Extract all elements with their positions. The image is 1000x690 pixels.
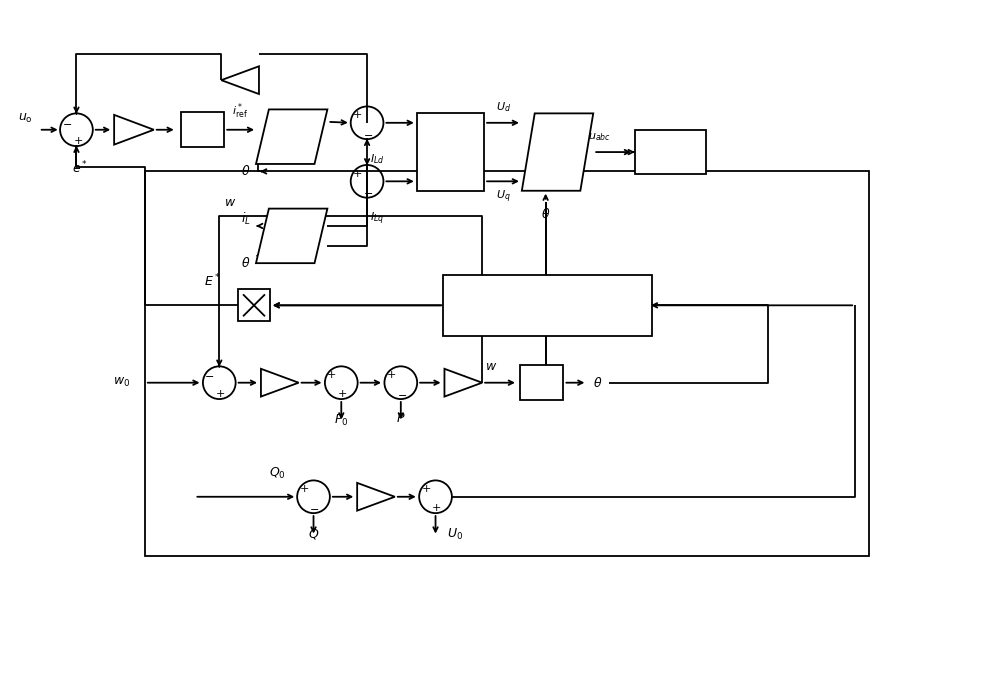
Text: $U_0$: $U_0$	[447, 526, 464, 542]
Text: $+$: $+$	[299, 483, 309, 494]
Text: $I_{Lq}$: $I_{Lq}$	[370, 211, 384, 228]
Text: $-$: $-$	[204, 370, 214, 380]
Text: $\theta$: $\theta$	[541, 206, 550, 221]
Text: $-$: $-$	[363, 187, 373, 197]
Text: $i_L$: $i_L$	[241, 211, 251, 227]
Text: $\sin(\theta-2/3\pi)$: $\sin(\theta-2/3\pi)$	[510, 297, 585, 312]
Text: $-$: $-$	[309, 503, 320, 513]
Polygon shape	[256, 110, 327, 164]
Polygon shape	[261, 369, 299, 397]
Bar	[238, 289, 270, 321]
Text: $dq$: $dq$	[294, 141, 309, 155]
Text: $I_{Ld}$: $I_{Ld}$	[370, 152, 385, 166]
Bar	[181, 112, 224, 147]
Text: $E^*$: $E^*$	[204, 273, 221, 289]
Text: abc: abc	[274, 120, 294, 130]
Text: $u_{abc}$: $u_{abc}$	[588, 131, 611, 143]
Polygon shape	[357, 483, 395, 511]
Text: $e^*$: $e^*$	[72, 159, 88, 176]
Text: $1$: $1$	[198, 117, 207, 129]
Text: $U_d$: $U_d$	[496, 100, 511, 114]
Text: $u_{\rm o}$: $u_{\rm o}$	[18, 112, 33, 125]
Text: $\sin(\theta+2/3\pi)$: $\sin(\theta+2/3\pi)$	[510, 316, 585, 331]
Text: $-$: $-$	[363, 129, 373, 139]
Text: $\theta$: $\theta$	[241, 164, 251, 179]
Text: $s$: $s$	[198, 132, 207, 145]
Polygon shape	[256, 208, 327, 263]
Text: $i^*_{\rm ref}$: $i^*_{\rm ref}$	[232, 101, 248, 121]
Text: $1$: $1$	[537, 369, 546, 382]
Bar	[635, 130, 706, 174]
Text: $\sin(\theta)$: $\sin(\theta)$	[531, 280, 565, 295]
Text: $+$: $+$	[215, 388, 225, 399]
Text: $n$: $n$	[372, 491, 380, 503]
Text: $w_0$: $w_0$	[113, 376, 130, 389]
Bar	[443, 275, 652, 336]
Bar	[417, 113, 484, 190]
Text: $+$: $+$	[421, 483, 431, 494]
Text: $U_q$: $U_q$	[496, 188, 511, 205]
Text: abc: abc	[274, 219, 294, 229]
Text: $+$: $+$	[386, 369, 396, 380]
Text: $R_v$: $R_v$	[235, 73, 249, 87]
Text: $-$: $-$	[397, 388, 407, 399]
Text: $\theta$: $\theta$	[241, 256, 251, 270]
Text: $Q_0$: $Q_0$	[269, 466, 286, 481]
Text: $w$: $w$	[224, 196, 236, 209]
Text: $\frac{1}{Jw_{\rm o}}$: $\frac{1}{Jw_{\rm o}}$	[457, 374, 470, 391]
Text: $P$: $P$	[396, 413, 406, 426]
Polygon shape	[114, 115, 154, 145]
Text: $+$: $+$	[352, 168, 362, 179]
Text: $+$: $+$	[352, 110, 362, 120]
Text: $\theta$: $\theta$	[593, 375, 602, 390]
Text: $dq$: $dq$	[540, 127, 555, 141]
Text: $+$: $+$	[337, 388, 347, 399]
Text: $P_0$: $P_0$	[334, 413, 349, 428]
Text: $+$: $+$	[73, 135, 84, 146]
Text: $-$: $-$	[62, 118, 73, 128]
Text: $s$: $s$	[538, 385, 546, 398]
Text: abc: abc	[557, 165, 577, 175]
Polygon shape	[444, 369, 482, 397]
Text: $+$: $+$	[431, 502, 442, 513]
Bar	[145, 171, 869, 556]
Text: $\frac{1}{m}$: $\frac{1}{m}$	[275, 374, 284, 391]
Bar	[520, 365, 563, 400]
Text: $w$: $w$	[485, 359, 497, 373]
Polygon shape	[221, 66, 259, 94]
Polygon shape	[221, 66, 259, 94]
Text: SPWM: SPWM	[648, 146, 693, 159]
Text: $Q$: $Q$	[308, 526, 319, 540]
Text: $dq$: $dq$	[294, 241, 309, 255]
Text: PIR: PIR	[437, 145, 463, 159]
Polygon shape	[522, 113, 593, 190]
Text: $+$: $+$	[326, 369, 336, 380]
Text: $L_v$: $L_v$	[128, 123, 140, 137]
